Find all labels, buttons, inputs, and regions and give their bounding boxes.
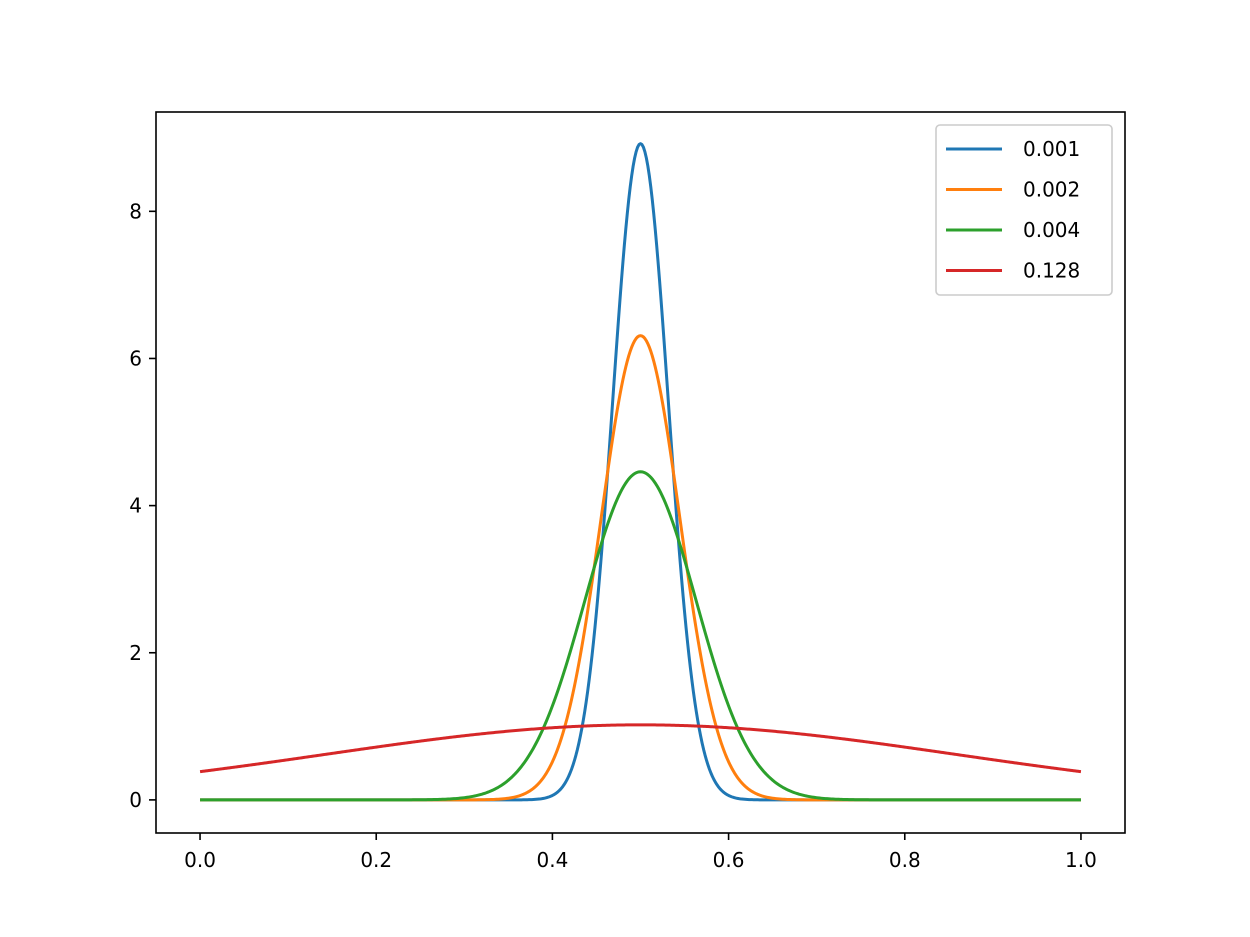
x-tick-label: 0.8	[889, 848, 921, 872]
x-tick-label: 0.0	[184, 848, 216, 872]
y-tick-label: 8	[129, 199, 142, 223]
x-tick-label: 1.0	[1065, 848, 1097, 872]
legend-label: 0.001	[1023, 137, 1080, 161]
x-tick-label: 0.2	[360, 848, 392, 872]
legend-label: 0.002	[1023, 178, 1080, 202]
y-tick-label: 4	[129, 494, 142, 518]
y-tick-label: 0	[129, 788, 142, 812]
legend: 0.001 0.002 0.004 0.128	[935, 124, 1113, 296]
x-tick-label: 0.6	[713, 848, 745, 872]
x-tick-label: 0.4	[537, 848, 569, 872]
legend-box	[935, 124, 1113, 296]
plot-frame	[155, 111, 1126, 834]
series-layer	[199, 142, 1082, 802]
legend-label: 0.128	[1023, 259, 1080, 283]
series-line-0.128	[199, 723, 1082, 774]
x-axis: 0.0 0.2 0.4 0.6 0.8 1.0	[184, 833, 1097, 872]
y-axis: 0 2 4 6 8	[129, 199, 156, 812]
legend-label: 0.004	[1023, 218, 1080, 242]
y-tick-label: 2	[129, 641, 142, 665]
y-tick-label: 6	[129, 346, 142, 370]
series-line-0.004	[200, 470, 1081, 802]
